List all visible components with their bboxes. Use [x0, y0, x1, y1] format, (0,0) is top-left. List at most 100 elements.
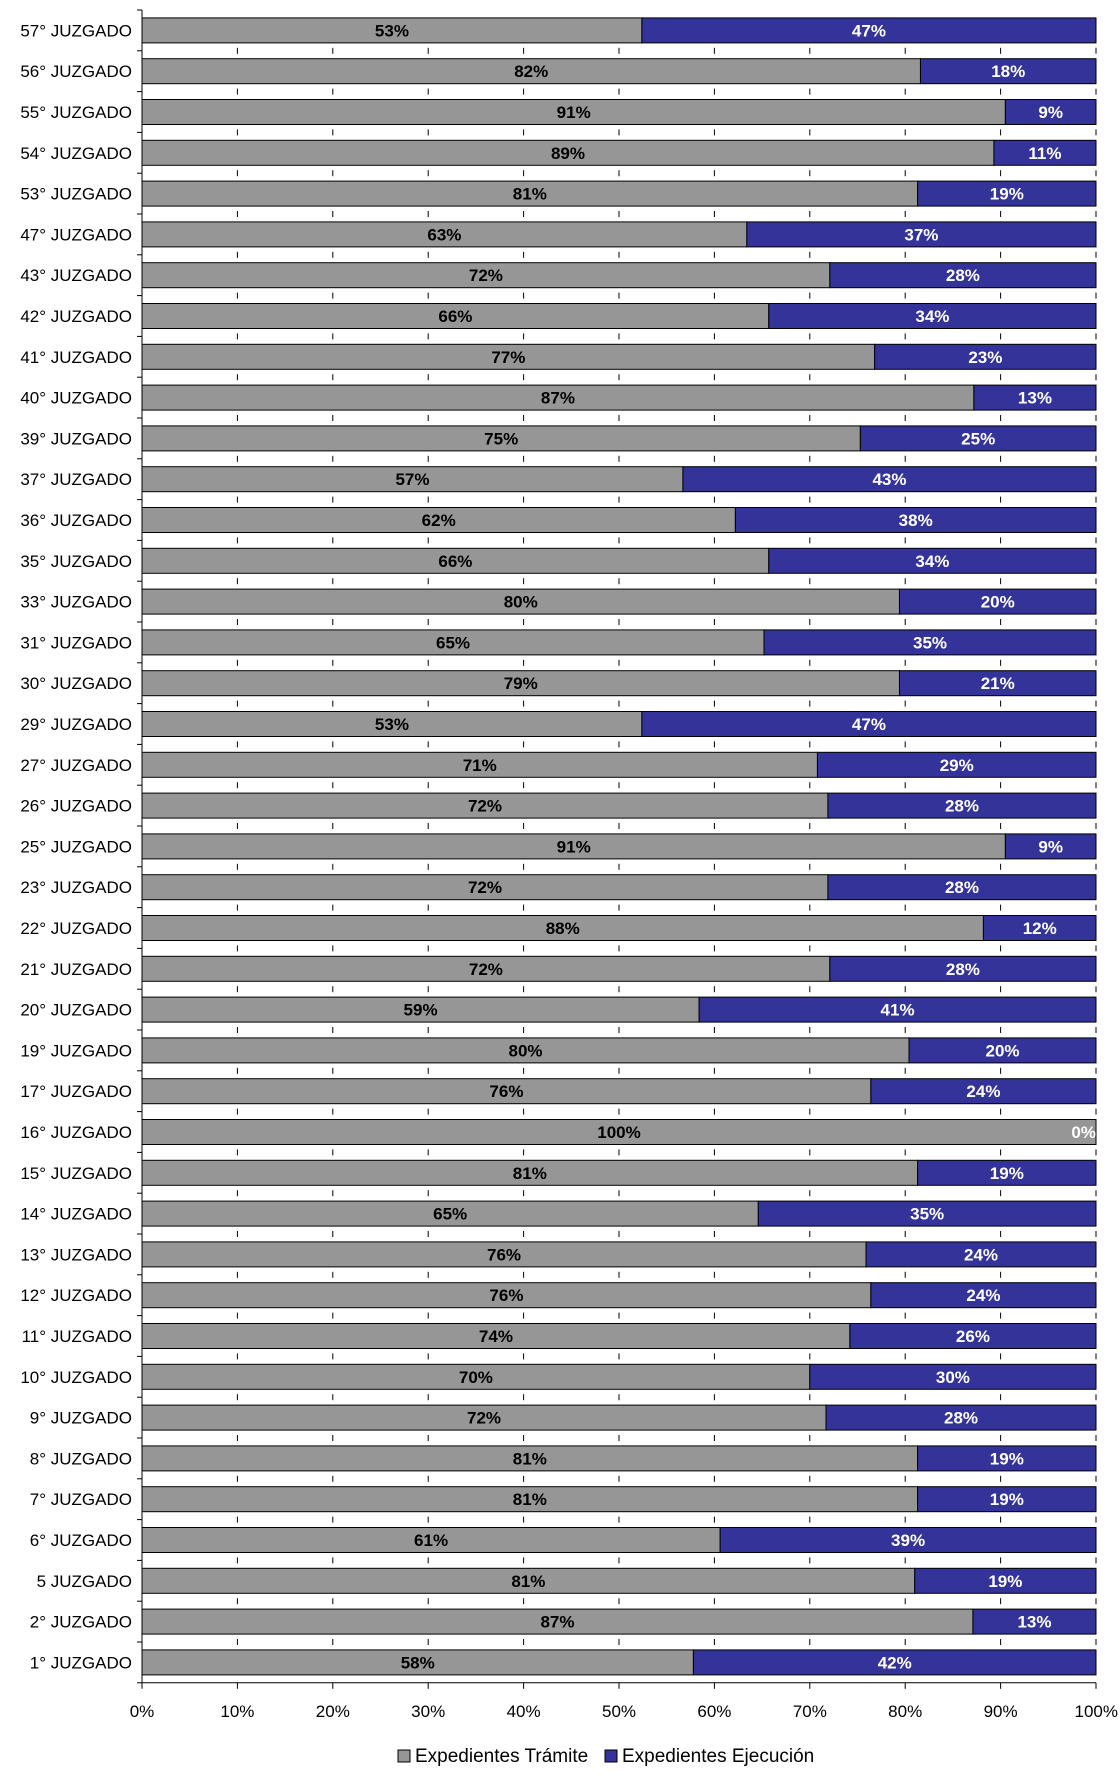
data-label-tramite: 72% — [469, 266, 503, 285]
data-label-ejecucion: 20% — [985, 1041, 1019, 1060]
bar-segment-tramite — [141, 384, 975, 411]
data-label-tramite: 71% — [463, 756, 497, 775]
bar-segment-tramite — [141, 792, 829, 819]
category-label: 42° JUZGADO — [20, 307, 132, 326]
category-label: 35° JUZGADO — [20, 552, 132, 571]
bar-segment-tramite — [141, 751, 818, 778]
x-tick-label: 20% — [316, 1702, 350, 1721]
category-label: 13° JUZGADO — [20, 1245, 132, 1264]
data-label-tramite: 53% — [375, 715, 409, 734]
data-label-tramite: 81% — [513, 1490, 547, 1509]
category-label: 20° JUZGADO — [20, 1001, 132, 1020]
bar-segment-tramite — [141, 1486, 919, 1513]
bar-segment-tramite — [141, 1037, 910, 1064]
bar-segment-ejecucion — [692, 1649, 1097, 1676]
data-label-ejecucion: 35% — [910, 1205, 944, 1224]
bar-segment-tramite — [141, 17, 643, 44]
data-label-tramite: 80% — [504, 593, 538, 612]
category-label: 31° JUZGADO — [20, 633, 132, 652]
data-label-tramite: 75% — [484, 429, 518, 448]
data-label-ejecucion: 23% — [968, 348, 1002, 367]
bar-segment-tramite — [141, 1119, 1097, 1145]
bar-segment-ejecucion — [898, 588, 1097, 615]
bar-segment-tramite — [141, 58, 921, 85]
bar-segment-tramite — [141, 996, 700, 1023]
data-label-tramite: 80% — [508, 1041, 542, 1060]
data-label-ejecucion: 11% — [1028, 144, 1061, 163]
bar-segment-tramite — [141, 711, 643, 737]
category-label: 33° JUZGADO — [20, 593, 132, 612]
category-label: 19° JUZGADO — [20, 1041, 132, 1060]
data-label-ejecucion: 28% — [945, 797, 979, 816]
category-label: 2° JUZGADO — [30, 1613, 132, 1632]
data-label-tramite: 58% — [401, 1653, 435, 1672]
x-tick-label: 70% — [793, 1702, 827, 1721]
data-label-tramite: 72% — [468, 797, 502, 816]
data-label-ejecucion: 18% — [991, 62, 1025, 81]
bar-segment-tramite — [141, 99, 1006, 125]
category-label: 10° JUZGADO — [20, 1368, 132, 1387]
data-label-tramite: 65% — [436, 633, 470, 652]
data-label-ejecucion: 12% — [1023, 919, 1057, 938]
data-label-ejecucion: 35% — [913, 633, 947, 652]
bar-segment-ejecucion — [641, 711, 1097, 737]
data-label-tramite: 100% — [597, 1123, 640, 1142]
category-label: 57° JUZGADO — [20, 21, 132, 40]
data-label-tramite: 82% — [514, 62, 548, 81]
category-label: 39° JUZGADO — [20, 429, 132, 448]
bar-segment-tramite — [141, 1323, 851, 1349]
bar-segment-tramite — [141, 547, 770, 574]
bar-segment-ejecucion — [874, 343, 1097, 370]
category-label: 11° JUZGADO — [22, 1327, 132, 1346]
x-tick-label: 60% — [697, 1702, 731, 1721]
data-label-ejecucion: 9% — [1038, 837, 1063, 856]
data-label-ejecucion: 19% — [988, 1572, 1022, 1591]
data-label-ejecucion: 19% — [990, 1449, 1024, 1468]
bar-segment-ejecucion — [829, 262, 1097, 289]
x-tick-label: 40% — [507, 1702, 541, 1721]
data-label-tramite: 63% — [427, 225, 461, 244]
category-label: 17° JUZGADO — [20, 1082, 132, 1101]
data-label-tramite: 91% — [557, 103, 591, 122]
x-tick-label: 80% — [888, 1702, 922, 1721]
data-label-ejecucion: 13% — [1017, 1613, 1051, 1632]
x-tick-label: 100% — [1075, 1702, 1118, 1721]
bar-segment-tramite — [141, 425, 861, 452]
data-label-ejecucion: 24% — [966, 1286, 1000, 1305]
bar-segment-ejecucion — [734, 507, 1097, 533]
data-label-ejecucion: 47% — [852, 21, 886, 40]
bar-segment-tramite — [141, 833, 1006, 860]
data-label-ejecucion: 38% — [899, 511, 933, 530]
bar-segment-ejecucion — [993, 139, 1097, 166]
data-label-ejecucion: 29% — [940, 756, 974, 775]
data-label-ejecucion: 13% — [1018, 389, 1052, 408]
bar-segment-ejecucion — [763, 629, 1097, 656]
plot-area: 57° JUZGADO 53% 47% 56° JUZGADO 82% 18% 55° JU… — [20, 9, 1118, 1721]
category-label: 23° JUZGADO — [20, 878, 132, 897]
legend-label-ejecucion: Expedientes Ejecución — [622, 1746, 814, 1767]
data-label-ejecucion: 28% — [946, 960, 980, 979]
bar-segment-ejecucion — [768, 547, 1097, 574]
data-label-tramite: 87% — [540, 1613, 574, 1632]
bar-segment-ejecucion — [908, 1037, 1097, 1064]
data-label-tramite: 91% — [557, 837, 591, 856]
data-label-ejecucion: 37% — [904, 225, 938, 244]
legend-swatch-ejecucion — [604, 1749, 618, 1763]
data-label-tramite: 81% — [513, 1164, 547, 1183]
bar-segment-tramite — [141, 915, 984, 941]
bar-segment-ejecucion — [917, 1445, 1097, 1472]
x-tick-label: 90% — [984, 1702, 1018, 1721]
bar-segment-tramite — [141, 1241, 867, 1268]
data-label-ejecucion: 30% — [936, 1368, 970, 1387]
bar-segment-ejecucion — [825, 1404, 1097, 1431]
category-label: 47° JUZGADO — [20, 225, 132, 244]
bar-segment-ejecucion — [682, 466, 1097, 493]
bar-segment-ejecucion — [870, 1078, 1097, 1105]
bar-segment-tramite — [141, 1404, 827, 1431]
bar-segment-tramite — [141, 1363, 811, 1390]
bar-segment-ejecucion — [982, 915, 1097, 941]
data-label-ejecucion: 28% — [945, 878, 979, 897]
category-label: 16° JUZGADO — [20, 1123, 132, 1142]
category-label: 54° JUZGADO — [20, 144, 132, 163]
